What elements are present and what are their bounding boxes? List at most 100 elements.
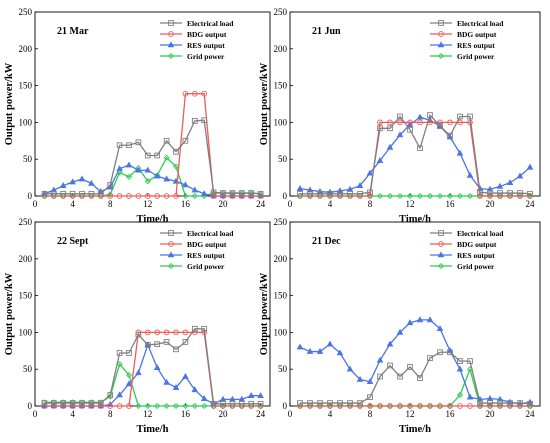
chart-1-data-point: [78, 175, 86, 182]
chart-4-series-line: [300, 351, 531, 405]
chart-4-data-point: [306, 347, 314, 354]
chart-4-data-point: [326, 340, 334, 347]
chart-4-data-point: [487, 400, 493, 406]
chart-4-y-tick-label: 150: [274, 291, 288, 301]
chart-4-legend-marker: [438, 230, 444, 236]
chart-3-data-point: [107, 392, 114, 398]
chart-3-data-point: [173, 346, 179, 353]
chart-3-title: 22 Sept: [57, 236, 89, 247]
chart-4-data-point: [307, 400, 313, 406]
chart-3-x-tick-label: 4: [70, 409, 75, 419]
chart-3-data-point: [182, 372, 189, 379]
chart-2-data-point: [447, 132, 453, 139]
chart-1-data-point: [163, 175, 170, 182]
chart-1-data-point: [69, 178, 76, 185]
chart-2-data-point: [397, 113, 403, 120]
chart-4-data-point: [336, 349, 344, 356]
chart-3-legend: Electrical load BDG output RES output Grid …: [160, 229, 234, 271]
chart-3-data-point: [201, 402, 208, 410]
chart-4-data-point: [367, 403, 373, 409]
chart-2-data-point: [436, 192, 444, 200]
chart-4-legend-entry: RES output: [457, 251, 495, 260]
chart-2-data-point: [496, 182, 504, 189]
chart-3-data-point: [107, 403, 114, 409]
chart-2-series-res-output: [296, 113, 534, 195]
chart-4-data-point: [397, 403, 403, 409]
chart-4-series-line: [300, 368, 530, 407]
chart-4-y-tick-label: 250: [274, 217, 288, 227]
chart-1-data-point: [210, 189, 217, 196]
chart-2-data-point: [526, 163, 534, 170]
chart-2-legend-entry: Electrical load: [457, 19, 504, 28]
chart-4-data-point: [426, 316, 434, 323]
chart-4-data-point: [497, 400, 503, 406]
chart-4-x-tick-label: 16: [446, 409, 456, 419]
chart-1-title: 21 Mar: [57, 26, 89, 37]
chart-3-data-point: [182, 339, 189, 345]
chart-4-data-point: [407, 403, 413, 409]
chart-3-data-point: [126, 350, 132, 356]
chart-3-x-tick-label: 24: [256, 409, 266, 419]
chart-3-data-point: [172, 383, 180, 390]
chart-2-legend-entry: RES output: [457, 41, 495, 50]
chart-1-legend-marker: [167, 41, 175, 48]
chart-3-plot-frame: [34, 221, 271, 407]
chart-1-data-point: [191, 192, 198, 200]
chart-3-y-axis-label: Output power/kW: [4, 272, 15, 355]
chart-1-x-tick-label: 12: [143, 199, 152, 209]
chart-1-data-point: [201, 90, 208, 97]
chart-1-y-axis-label: Output power/kW: [4, 62, 15, 145]
chart-4-series-bdg-output: [297, 403, 533, 409]
chart-1-data-point: [125, 173, 133, 180]
chart-2-legend-entry: BDG output: [457, 30, 497, 39]
chart-2-data-point: [327, 190, 333, 197]
chart-4-data-point: [457, 403, 463, 409]
chart-2-x-tick-label: 24: [526, 199, 536, 209]
chart-1-data-point: [238, 190, 245, 196]
chart-3-series-line: [44, 331, 261, 407]
chart-1-x-tick-label: 24: [256, 199, 266, 209]
chart-4-data-point: [327, 400, 333, 406]
chart-3-data-point: [247, 392, 255, 398]
chart-4-data-point: [417, 375, 423, 381]
chart-1-legend-entry: Electrical load: [187, 19, 234, 28]
chart-4-y-tick-label: 0: [283, 401, 288, 411]
chart-3-data-point: [79, 400, 85, 406]
chart-2-data-point: [437, 123, 443, 129]
chart-1-data-point: [191, 90, 198, 97]
chart-4-data-point: [377, 373, 383, 380]
chart-2-legend-marker: [437, 52, 445, 60]
chart-1-data-point: [191, 186, 199, 193]
chart-4-data-point: [366, 378, 374, 385]
chart-1-data-point: [50, 190, 57, 197]
chart-3-data-point: [41, 400, 48, 406]
chart-2-data-point: [506, 179, 514, 186]
chart-1-legend: Electrical load BDG output RES output Grid …: [160, 19, 234, 61]
chart-1-data-point: [126, 142, 132, 149]
chart-3-data-point: [229, 400, 236, 407]
chart-2-data-point: [417, 119, 423, 126]
chart-4-data-point: [377, 403, 383, 409]
chart-1-data-point: [60, 190, 67, 197]
chart-2-data-point: [477, 189, 483, 196]
chart-2-data-point: [507, 190, 513, 196]
chart-4-data-point: [427, 403, 433, 409]
chart-2-x-tick-label: 0: [288, 199, 293, 209]
chart-3-data-point: [125, 380, 133, 387]
chart-2-data-point: [497, 190, 503, 196]
chart-4-data-point: [437, 403, 443, 409]
chart-3-data-point: [257, 400, 264, 407]
chart-1-data-point: [144, 152, 151, 159]
chart-2-data-point: [317, 190, 323, 197]
chart-1-legend-entry: RES output: [187, 41, 225, 50]
chart-2-data-point: [297, 190, 303, 197]
chart-2-data-point: [396, 192, 404, 200]
chart-1-y-tick-label: 50: [23, 154, 33, 164]
chart-2-y-tick-label: 100: [274, 117, 288, 127]
chart-1-data-point: [153, 172, 161, 179]
chart-4-data-point: [456, 391, 464, 398]
chart-1-data-point: [220, 190, 226, 196]
chart-2-data-point: [357, 190, 363, 197]
chart-3-data-point: [191, 325, 198, 332]
chart-1-data-point: [200, 190, 208, 197]
